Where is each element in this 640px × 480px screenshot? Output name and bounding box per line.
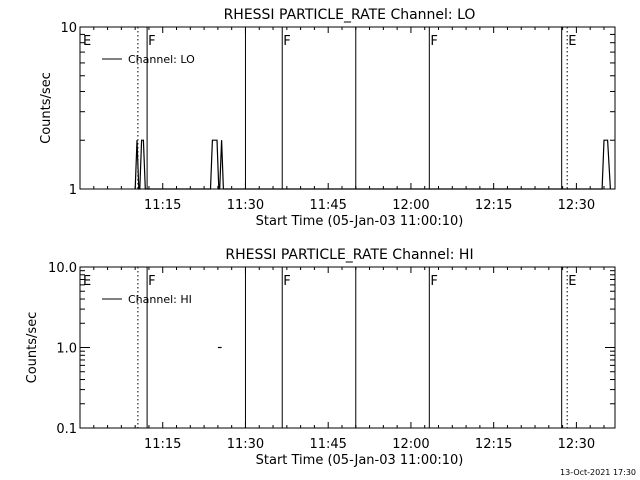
x-axis-label: Start Time (05-Jan-03 11:00:10) <box>256 453 464 468</box>
plot-frame <box>79 26 616 190</box>
x-axis-label: Start Time (05-Jan-03 11:00:10) <box>256 214 464 229</box>
flag-label: F <box>283 34 290 49</box>
x-tick-label: 11:30 <box>227 437 264 452</box>
flag-label: F <box>430 274 437 289</box>
x-tick-label: 11:45 <box>309 198 346 213</box>
flag-label: E <box>83 274 91 289</box>
flag-label: E <box>568 274 576 289</box>
x-tick-label: 11:15 <box>144 437 181 452</box>
x-tick-label: 12:00 <box>392 437 429 452</box>
x-tick-label: 11:15 <box>144 198 181 213</box>
y-axis-label: Counts/sec <box>39 72 54 144</box>
legend-entry: Channel: HI <box>128 293 192 306</box>
chart-title: RHESSI PARTICLE_RATE Channel: HI <box>225 247 473 263</box>
series-line <box>134 139 611 190</box>
flag-label: E <box>83 34 91 49</box>
flag-label: F <box>148 274 155 289</box>
legend-entry: Channel: LO <box>128 53 195 66</box>
x-tick-label: 11:30 <box>227 198 264 213</box>
flag-label: E <box>568 34 576 49</box>
hi-channel-panel: RHESSI PARTICLE_RATE Channel: HI 11:15 11:… <box>25 247 616 468</box>
x-tick-label: 12:15 <box>475 198 512 213</box>
lo-channel-panel: RHESSI PARTICLE_RATE Channel: LO 11:15 11:… <box>39 7 616 229</box>
chart-title: RHESSI PARTICLE_RATE Channel: LO <box>224 7 476 23</box>
plot-frame <box>79 266 616 429</box>
flag-label: F <box>430 34 437 49</box>
flag-label: F <box>148 34 155 49</box>
y-tick-label: 0.1 <box>56 422 77 437</box>
x-tick-label: 11:45 <box>309 437 346 452</box>
flag-label: F <box>283 274 290 289</box>
generation-timestamp: 13-Oct-2021 17:30 <box>560 468 636 477</box>
x-tick-label: 12:00 <box>392 198 429 213</box>
y-tick-label: 1 <box>69 183 77 198</box>
y-tick-label: 1.0 <box>56 342 77 357</box>
x-tick-label: 12:30 <box>558 198 595 213</box>
x-tick-label: 12:30 <box>558 437 595 452</box>
y-tick-label: 10.0 <box>48 261 77 276</box>
y-tick-label: 10 <box>60 21 77 36</box>
x-tick-label: 12:15 <box>475 437 512 452</box>
y-axis-label: Counts/sec <box>25 312 40 384</box>
